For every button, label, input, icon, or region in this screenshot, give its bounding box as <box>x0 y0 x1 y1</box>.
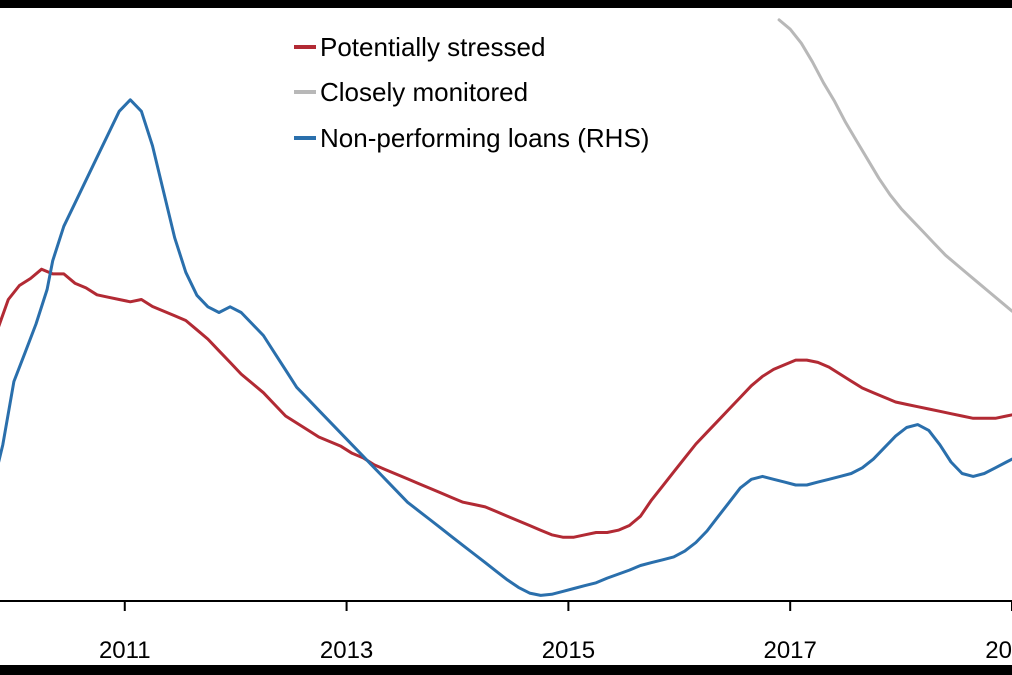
series-line-0 <box>0 267 1012 539</box>
legend-label-2: Non-performing loans (RHS) <box>320 123 649 153</box>
line-chart: 2011 2013 2015 2017 2019 Potentially stresse… <box>0 18 1012 664</box>
x-tick-label-0: 2011 <box>99 637 151 664</box>
legend-label-0: Potentially stressed <box>320 32 545 62</box>
x-tick-label-3: 2017 <box>763 637 816 664</box>
legend-label-1: Closely monitored <box>320 77 528 107</box>
x-tick-label-2: 2015 <box>542 637 595 664</box>
chart-plot-area: 2011 2013 2015 2017 2019 Potentially stresse… <box>0 8 1012 665</box>
series-line-1 <box>777 18 1012 313</box>
x-tick-label-4: 2019 <box>985 637 1012 664</box>
x-tick-label-1: 2013 <box>320 637 373 664</box>
series-line-2 <box>0 98 1012 597</box>
